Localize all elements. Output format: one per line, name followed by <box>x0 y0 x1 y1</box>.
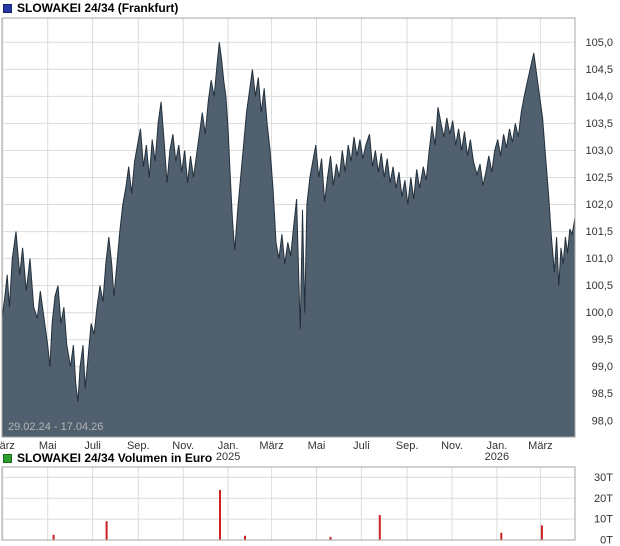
y-axis-tick-label: 105,0 <box>585 37 613 49</box>
y-axis-tick-label: 98,5 <box>592 388 613 400</box>
y-axis-tick-label: 98,0 <box>592 415 613 427</box>
y-axis-tick-label: 103,5 <box>585 118 613 130</box>
volume-bar <box>219 489 221 540</box>
x-axis-tick-label: Juli <box>84 440 101 452</box>
date-range-label: 29.02.24 - 17.04.26 <box>8 421 104 433</box>
price-chart-title: SLOWAKEI 24/34 (Frankfurt) <box>17 1 179 15</box>
x-axis-year-label: 2025 <box>216 451 240 463</box>
x-axis-tick-label: Nov. <box>172 440 194 452</box>
volume-legend-square-icon <box>3 453 12 463</box>
x-axis-tick-label: März <box>528 440 552 452</box>
y-axis-tick-label: 100,5 <box>585 280 613 292</box>
y-axis-tick-label: 100,0 <box>585 307 613 319</box>
x-axis-tick-label: Nov. <box>441 440 463 452</box>
y-axis-tick-label: 0T <box>600 535 613 546</box>
volume-bar <box>378 515 381 540</box>
y-axis-tick-label: 30T <box>594 472 613 484</box>
price-line <box>1 42 576 402</box>
y-axis-tick-label: 103,0 <box>585 145 613 157</box>
y-axis-tick-label: 20T <box>594 493 613 505</box>
x-axis-tick-label: Juli <box>353 440 370 452</box>
plot-border <box>1 466 576 541</box>
y-axis-tick-label: 104,5 <box>585 64 613 76</box>
volume-chart-header: SLOWAKEI 24/34 Volumen in Euro <box>3 452 212 464</box>
volume-bar <box>244 535 246 540</box>
y-axis-tick-label: 102,5 <box>585 172 613 184</box>
x-axis-tick-label: Mai <box>308 440 326 452</box>
x-axis-tick-label: Mai <box>39 440 57 452</box>
x-axis-tick-label: Jan. <box>218 440 239 452</box>
y-axis-tick-label: 104,0 <box>585 91 613 103</box>
x-axis-tick-label: Sep. <box>396 440 419 452</box>
price-chart: 105,0 104,5 104,0 103,5 103,0 102,5 102,0 101,5… <box>0 17 613 463</box>
volume-bar <box>329 536 332 540</box>
x-axis-tick-label: März <box>259 440 283 452</box>
x-axis-year-label: 2026 <box>485 451 509 463</box>
volume-bar <box>52 534 55 540</box>
y-axis-tick-label: 99,5 <box>592 334 613 346</box>
plot-border <box>1 17 576 438</box>
y-axis-tick-label: 101,5 <box>585 226 613 238</box>
volume-chart: 30T 20T 10T 0T <box>1 466 613 546</box>
y-axis-tick-label: 10T <box>594 514 613 526</box>
volume-bar <box>105 521 108 540</box>
y-axis-tick-label: 99,0 <box>592 361 613 373</box>
volume-chart-title: SLOWAKEI 24/34 Volumen in Euro <box>17 451 213 465</box>
volume-bar <box>540 525 543 540</box>
x-axis-tick-label: Jan. <box>487 440 508 452</box>
y-axis-tick-label: 101,0 <box>585 253 613 265</box>
price-legend-square-icon <box>3 3 12 13</box>
x-axis-tick-label: Sep. <box>127 440 150 452</box>
volume-bar <box>500 532 503 540</box>
price-area <box>2 42 575 438</box>
x-axis-tick-label: März <box>0 440 15 452</box>
y-axis-tick-label: 102,0 <box>585 199 613 211</box>
price-chart-header: SLOWAKEI 24/34 (Frankfurt) <box>3 2 178 14</box>
